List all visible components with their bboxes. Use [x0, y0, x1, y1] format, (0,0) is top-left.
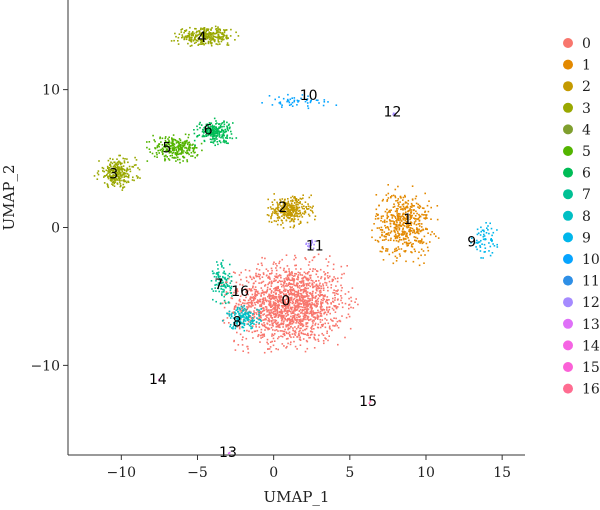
x-tick-label-5: 5 — [345, 465, 354, 481]
cluster-9-points — [470, 222, 499, 259]
legend-label-8: 8 — [582, 209, 591, 225]
scatter-points — [93, 25, 499, 455]
legend-label-15: 15 — [582, 360, 600, 376]
cluster-15-points — [368, 400, 372, 404]
legend-label-0: 0 — [582, 36, 591, 52]
legend-label-7: 7 — [582, 187, 591, 203]
legend-swatch-3 — [563, 102, 573, 113]
cluster-label-4: 4 — [198, 30, 207, 46]
cluster-label-5: 5 — [163, 141, 172, 157]
cluster-label-14: 14 — [149, 372, 167, 388]
legend-label-9: 9 — [582, 230, 591, 246]
y-axis-title: UMAP_2 — [0, 165, 18, 231]
legend-swatch-2 — [563, 81, 573, 92]
cluster-label-1: 1 — [403, 212, 412, 228]
legend-swatch-10 — [563, 254, 573, 264]
legend-label-5: 5 — [582, 144, 591, 160]
legend-swatch-13 — [563, 318, 573, 329]
legend-swatch-8 — [563, 210, 573, 221]
cluster-13-points — [227, 451, 231, 455]
legend-label-14: 14 — [582, 338, 600, 354]
cluster-label-12: 12 — [384, 105, 402, 121]
legend-label-6: 6 — [582, 166, 591, 182]
cluster-8-points — [222, 305, 262, 332]
legend-swatch-12 — [563, 297, 573, 308]
legend-swatch-11 — [563, 275, 573, 286]
cluster-4-points — [170, 25, 240, 47]
x-axis-title: UMAP_1 — [264, 488, 330, 506]
cluster-label-9: 9 — [467, 234, 476, 250]
cluster-label-10: 10 — [300, 88, 318, 104]
legend-label-16: 16 — [582, 382, 600, 398]
y-tick-label-0: 0 — [51, 221, 60, 237]
cluster-label-2: 2 — [278, 200, 287, 216]
legend-label-10: 10 — [582, 252, 600, 268]
cluster-5-points — [146, 133, 203, 164]
cluster-2-points — [266, 193, 317, 229]
legend-swatch-1 — [563, 59, 573, 70]
legend-label-13: 13 — [582, 317, 600, 333]
cluster-label-0: 0 — [281, 294, 290, 310]
cluster-3-points — [93, 154, 141, 191]
legend-swatch-4 — [563, 124, 573, 135]
legend-label-1: 1 — [582, 58, 591, 74]
cluster-label-7: 7 — [214, 277, 223, 293]
cluster-label-11: 11 — [306, 238, 324, 254]
cluster-1-points — [371, 184, 440, 267]
cluster-6-points — [193, 117, 238, 147]
legend-swatch-15 — [563, 362, 573, 372]
cluster-label-6: 6 — [204, 123, 213, 139]
x-tick-label-10: 10 — [417, 465, 435, 481]
legend-swatch-7 — [563, 189, 573, 200]
y-tick-label-10: 10 — [42, 83, 60, 99]
cluster-12-points — [392, 112, 397, 116]
legend-swatch-14 — [563, 340, 573, 351]
legend-swatch-6 — [563, 167, 573, 178]
legend-swatch-5 — [563, 146, 573, 156]
legend-swatch-9 — [563, 232, 573, 243]
cluster-label-15: 15 — [359, 394, 377, 410]
cluster-label-16: 16 — [231, 284, 249, 300]
cluster-7-points — [210, 259, 233, 305]
cluster-label-8: 8 — [233, 314, 242, 330]
cluster-16-points — [233, 288, 239, 296]
x-tick-label--5: −5 — [187, 465, 208, 481]
legend-label-4: 4 — [582, 122, 591, 138]
x-tick-label--10: −10 — [107, 465, 137, 481]
legend-swatch-0 — [563, 38, 573, 48]
legend-label-12: 12 — [582, 295, 600, 311]
legend-label-3: 3 — [582, 101, 591, 117]
y-tick-label--10: −10 — [30, 358, 60, 374]
cluster-11-points — [305, 239, 317, 251]
legend-label-2: 2 — [582, 79, 591, 95]
legend-swatch-16 — [563, 383, 573, 394]
cluster-0-points — [220, 253, 359, 354]
cluster-14-points — [158, 378, 160, 381]
legend-label-11: 11 — [582, 274, 600, 290]
x-tick-label-0: 0 — [269, 465, 278, 481]
cluster-10-points — [261, 93, 338, 110]
x-tick-label-15: 15 — [493, 465, 511, 481]
cluster-label-13: 13 — [219, 445, 237, 461]
cluster-label-3: 3 — [109, 167, 118, 183]
